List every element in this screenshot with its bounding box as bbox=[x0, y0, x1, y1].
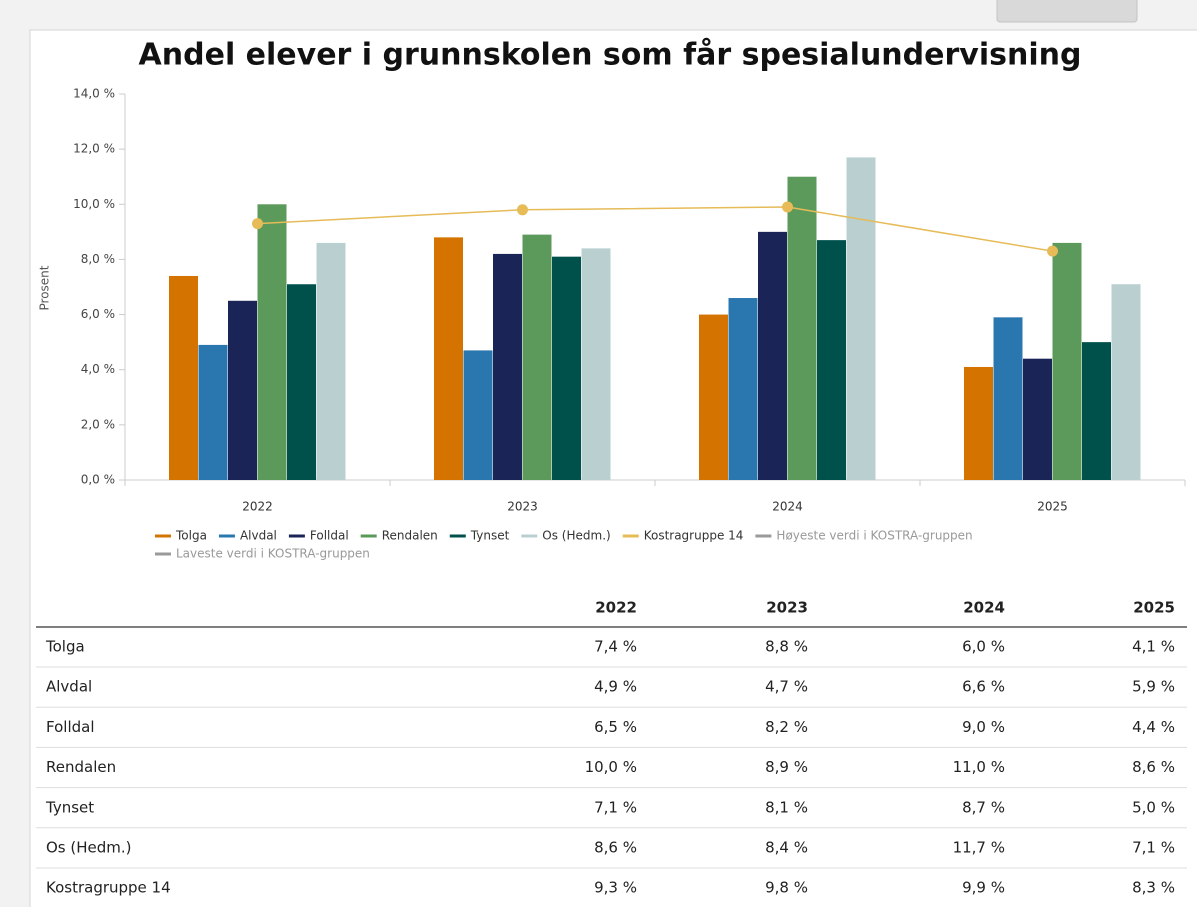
y-axis-label: Prosent bbox=[38, 265, 52, 310]
table-cell: 5,0 % bbox=[1132, 798, 1175, 816]
table-cell: 6,6 % bbox=[962, 678, 1005, 696]
table-cell: 11,0 % bbox=[953, 758, 1005, 776]
y-tick-label: 8,0 % bbox=[81, 252, 115, 266]
table-cell: 5,9 % bbox=[1132, 678, 1175, 696]
bar bbox=[787, 176, 817, 480]
bar bbox=[699, 314, 728, 480]
table-cell: Kostragruppe 14 bbox=[46, 879, 171, 897]
table-cell: 8,7 % bbox=[962, 798, 1005, 816]
line-point bbox=[252, 218, 263, 230]
table-cell: 6,5 % bbox=[594, 718, 637, 736]
bar bbox=[758, 231, 787, 480]
table-cell: 4,4 % bbox=[1132, 718, 1175, 736]
x-tick-label: 2025 bbox=[1037, 500, 1068, 514]
bar bbox=[169, 275, 198, 480]
table-cell: Folldal bbox=[46, 718, 95, 736]
legend-label[interactable]: Rendalen bbox=[382, 529, 438, 543]
legend-label[interactable]: Alvdal bbox=[240, 529, 277, 543]
bar bbox=[522, 234, 552, 480]
table-cell: 9,3 % bbox=[594, 879, 637, 897]
bar bbox=[964, 366, 993, 480]
bar bbox=[1111, 284, 1141, 480]
line-point bbox=[1047, 245, 1058, 257]
table-cell: 8,2 % bbox=[765, 718, 808, 736]
y-tick-label: 2,0 % bbox=[81, 417, 115, 431]
table-cell: 8,4 % bbox=[765, 839, 808, 857]
line-point bbox=[517, 204, 528, 216]
table-cell: 9,0 % bbox=[962, 718, 1005, 736]
y-tick-label: 0,0 % bbox=[81, 473, 115, 487]
table-cell: Os (Hedm.) bbox=[46, 839, 132, 857]
table-cell: 9,9 % bbox=[962, 879, 1005, 897]
table-cell: 8,8 % bbox=[765, 638, 808, 656]
bar bbox=[1052, 242, 1082, 480]
table-cell: Alvdal bbox=[46, 678, 92, 696]
table-cell: 7,4 % bbox=[594, 638, 637, 656]
table-cell: 4,1 % bbox=[1132, 638, 1175, 656]
bar bbox=[817, 240, 846, 480]
table-cell: 6,0 % bbox=[962, 638, 1005, 656]
y-tick-label: 4,0 % bbox=[81, 362, 115, 376]
bar bbox=[434, 237, 463, 480]
bar bbox=[993, 317, 1023, 480]
table-cell: 8,6 % bbox=[594, 839, 637, 857]
bar bbox=[257, 204, 287, 481]
table-cell: 7,1 % bbox=[594, 798, 637, 816]
table-header: 2024 bbox=[963, 599, 1005, 617]
bar bbox=[316, 242, 346, 480]
y-tick-label: 12,0 % bbox=[73, 142, 115, 156]
line-point bbox=[782, 201, 793, 213]
bar bbox=[1023, 358, 1052, 480]
table-cell: 10,0 % bbox=[585, 758, 637, 776]
y-tick-label: 10,0 % bbox=[73, 197, 115, 211]
bar bbox=[287, 284, 316, 480]
bar bbox=[846, 157, 876, 480]
x-tick-label: 2022 bbox=[242, 500, 273, 514]
legend-label[interactable]: Folldal bbox=[310, 529, 349, 543]
table-cell: 8,6 % bbox=[1132, 758, 1175, 776]
table-cell: Tolga bbox=[45, 638, 85, 656]
legend-label[interactable]: Høyeste verdi i KOSTRA-gruppen bbox=[776, 529, 972, 543]
table-cell: Rendalen bbox=[46, 758, 116, 776]
table-header: 2022 bbox=[595, 599, 637, 617]
export-button[interactable] bbox=[996, 0, 1138, 23]
line bbox=[257, 206, 1053, 252]
bar bbox=[552, 256, 581, 480]
table-cell: 8,1 % bbox=[765, 798, 808, 816]
bar bbox=[493, 253, 522, 480]
bar bbox=[198, 344, 228, 480]
table-cell: 8,3 % bbox=[1132, 879, 1175, 897]
legend-label[interactable]: Laveste verdi i KOSTRA-gruppen bbox=[176, 547, 370, 561]
y-tick-label: 6,0 % bbox=[81, 307, 115, 321]
bar bbox=[228, 300, 257, 480]
legend-label[interactable]: Tynset bbox=[470, 529, 510, 543]
table-cell: 11,7 % bbox=[953, 839, 1005, 857]
table-cell: 4,9 % bbox=[594, 678, 637, 696]
bar bbox=[463, 350, 493, 480]
table-header: 2023 bbox=[766, 599, 808, 617]
table-cell: 9,8 % bbox=[765, 879, 808, 897]
bar bbox=[1082, 342, 1111, 480]
legend-label[interactable]: Os (Hedm.) bbox=[542, 529, 610, 543]
legend-label[interactable]: Tolga bbox=[175, 529, 207, 543]
table-cell: 8,9 % bbox=[765, 758, 808, 776]
legend-label[interactable]: Kostragruppe 14 bbox=[644, 529, 744, 543]
table-header: 2025 bbox=[1133, 599, 1175, 617]
bar bbox=[581, 248, 611, 480]
table-cell: 7,1 % bbox=[1132, 839, 1175, 857]
x-tick-label: 2023 bbox=[507, 500, 538, 514]
x-tick-label: 2024 bbox=[772, 500, 803, 514]
table-cell: Tynset bbox=[45, 798, 94, 816]
bar bbox=[728, 298, 758, 480]
chart-title: Andel elever i grunnskolen som får spesi… bbox=[139, 37, 1082, 73]
table-cell: 4,7 % bbox=[765, 678, 808, 696]
y-tick-label: 14,0 % bbox=[73, 87, 115, 101]
